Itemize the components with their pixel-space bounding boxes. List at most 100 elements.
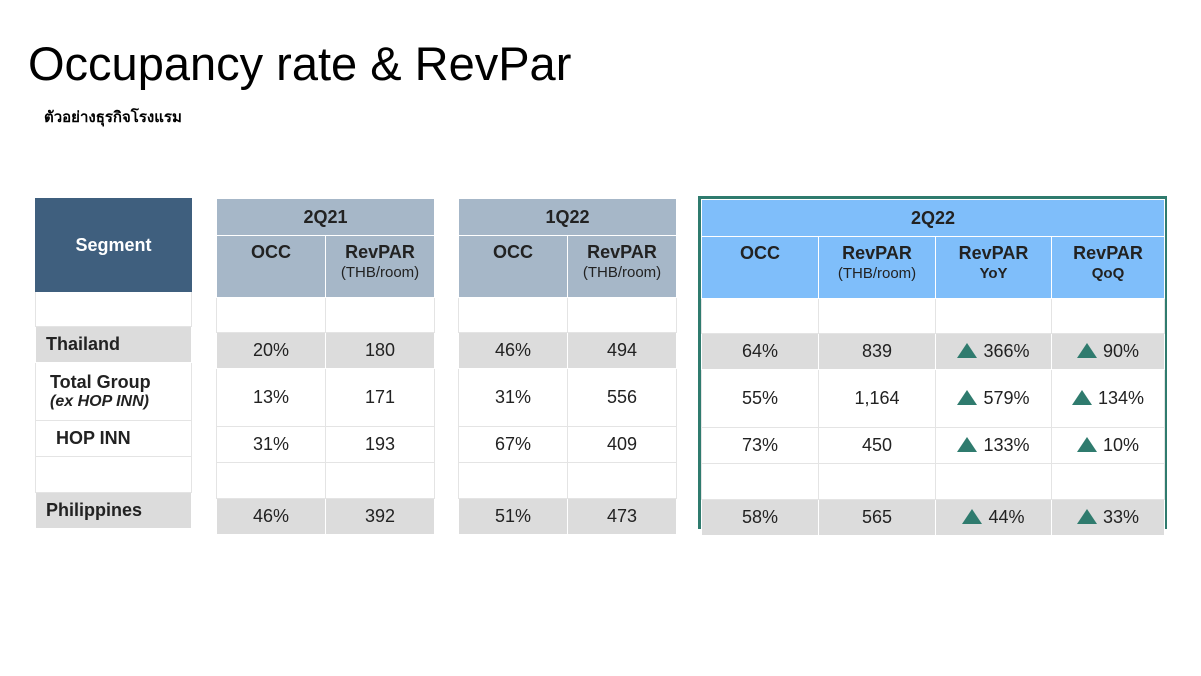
period-header: 2Q22 bbox=[700, 199, 1166, 237]
blank-cell bbox=[216, 462, 326, 499]
table-cell: 31% bbox=[216, 426, 326, 463]
up-triangle-icon bbox=[1072, 390, 1092, 405]
table-cell: 55% bbox=[701, 369, 819, 428]
total-group-note: (ex HOP INN) bbox=[50, 392, 149, 410]
revpar-label: RevPAR bbox=[958, 243, 1029, 263]
revpar-label: RevPAR bbox=[842, 243, 912, 263]
table-cell: 46% bbox=[216, 498, 326, 535]
table-cell: 67% bbox=[458, 426, 568, 463]
table-cell: 46% bbox=[458, 332, 568, 369]
table-cell: 58% bbox=[701, 499, 819, 536]
col-header-occ: OCC bbox=[458, 235, 568, 298]
period-table-2q22: 2Q22 OCC RevPAR (THB/room) RevPAR YoY RevP… bbox=[700, 199, 1166, 536]
blank-cell bbox=[324, 297, 436, 333]
table-cell: 73% bbox=[701, 427, 819, 464]
table-cell: 133% bbox=[935, 427, 1052, 464]
up-triangle-icon bbox=[962, 509, 983, 524]
table-cell: 494 bbox=[566, 332, 678, 369]
qoq-value: 33% bbox=[1103, 507, 1140, 527]
col-header-revpar-yoy: RevPAR YoY bbox=[935, 236, 1052, 299]
yoy-value: 579% bbox=[983, 388, 1030, 408]
up-triangle-icon bbox=[1077, 343, 1097, 358]
up-triangle-icon bbox=[957, 390, 978, 405]
yoy-label: YoY bbox=[979, 265, 1008, 282]
blank-cell bbox=[216, 297, 326, 333]
qoq-value: 90% bbox=[1103, 341, 1140, 361]
table-cell: 51% bbox=[458, 498, 568, 535]
revpar-label: RevPAR bbox=[587, 242, 657, 262]
qoq-value: 10% bbox=[1103, 435, 1140, 455]
revpar-unit: (THB/room) bbox=[582, 264, 662, 281]
row-label-thailand: Thailand bbox=[35, 326, 192, 363]
total-group-label: Total Group bbox=[50, 371, 151, 392]
blank-cell bbox=[324, 462, 436, 499]
blank-cell bbox=[35, 456, 192, 493]
period-table-2q21: 2Q21 OCC RevPAR (THB/room) 20% 180 13% 171 … bbox=[215, 198, 436, 535]
blank-cell bbox=[935, 463, 1052, 500]
yoy-value: 133% bbox=[983, 435, 1030, 455]
table-cell: 180 bbox=[324, 332, 436, 369]
table-cell: 13% bbox=[216, 368, 326, 427]
blank-cell bbox=[818, 463, 936, 500]
segment-table: Segment Thailand Total Group (ex HOP INN)… bbox=[35, 198, 192, 529]
table-cell: 10% bbox=[1050, 427, 1166, 464]
table-cell: 64% bbox=[701, 333, 819, 370]
table-cell: 366% bbox=[935, 333, 1052, 370]
table-cell: 579% bbox=[935, 369, 1052, 428]
revpar-label: RevPAR bbox=[345, 242, 415, 262]
table-cell: 409 bbox=[566, 426, 678, 463]
up-triangle-icon bbox=[1077, 509, 1097, 524]
table-cell: 473 bbox=[566, 498, 678, 535]
table-cell: 171 bbox=[324, 368, 436, 427]
revpar-unit: (THB/room) bbox=[340, 264, 420, 281]
period-header: 2Q21 bbox=[215, 198, 436, 236]
blank-cell bbox=[458, 297, 568, 333]
table-cell: 44% bbox=[935, 499, 1052, 536]
col-header-revpar: RevPAR (THB/room) bbox=[818, 236, 936, 299]
blank-cell bbox=[458, 462, 568, 499]
blank-cell bbox=[935, 298, 1052, 334]
segment-header: Segment bbox=[35, 198, 192, 292]
table-cell: 392 bbox=[324, 498, 436, 535]
col-header-revpar: RevPAR (THB/room) bbox=[566, 235, 678, 298]
table-cell: 193 bbox=[324, 426, 436, 463]
blank-cell bbox=[701, 298, 819, 334]
col-header-occ: OCC bbox=[701, 236, 819, 299]
table-cell: 565 bbox=[818, 499, 936, 536]
qoq-label: QoQ bbox=[1091, 265, 1125, 282]
table-cell: 33% bbox=[1050, 499, 1166, 536]
table-cell: 31% bbox=[458, 368, 568, 427]
col-header-revpar: RevPAR (THB/room) bbox=[324, 235, 436, 298]
table-cell: 90% bbox=[1050, 333, 1166, 370]
up-triangle-icon bbox=[957, 343, 978, 358]
blank-cell bbox=[1050, 463, 1166, 500]
col-header-occ: OCC bbox=[216, 235, 326, 298]
row-label-total-group: Total Group (ex HOP INN) bbox=[35, 362, 192, 421]
period-header: 1Q22 bbox=[457, 198, 678, 236]
period-table-1q22: 1Q22 OCC RevPAR (THB/room) 46% 494 31% 556 … bbox=[457, 198, 678, 535]
up-triangle-icon bbox=[957, 437, 978, 452]
blank-cell bbox=[566, 297, 678, 333]
yoy-value: 366% bbox=[983, 341, 1030, 361]
highlight-frame-2q22: 2Q22 OCC RevPAR (THB/room) RevPAR YoY RevP… bbox=[698, 196, 1167, 536]
qoq-value: 134% bbox=[1098, 388, 1145, 408]
blank-cell bbox=[566, 462, 678, 499]
col-header-revpar-qoq: RevPAR QoQ bbox=[1050, 236, 1166, 299]
blank-cell bbox=[35, 291, 192, 327]
revpar-label: RevPAR bbox=[1073, 243, 1143, 263]
table-cell: 556 bbox=[566, 368, 678, 427]
blank-cell bbox=[701, 463, 819, 500]
revpar-unit: (THB/room) bbox=[837, 265, 917, 282]
table-cell: 839 bbox=[818, 333, 936, 370]
row-label-hop-inn: HOP INN bbox=[35, 420, 192, 457]
table-cell: 1,164 bbox=[818, 369, 936, 428]
up-triangle-icon bbox=[1077, 437, 1097, 452]
slide-subtitle: ตัวอย่างธุรกิจโรงแรม bbox=[44, 108, 182, 126]
table-cell: 20% bbox=[216, 332, 326, 369]
table-cell: 450 bbox=[818, 427, 936, 464]
yoy-value: 44% bbox=[988, 507, 1025, 527]
table-cell: 134% bbox=[1050, 369, 1166, 428]
blank-cell bbox=[1050, 298, 1166, 334]
row-label-philippines: Philippines bbox=[35, 492, 192, 529]
blank-cell bbox=[818, 298, 936, 334]
